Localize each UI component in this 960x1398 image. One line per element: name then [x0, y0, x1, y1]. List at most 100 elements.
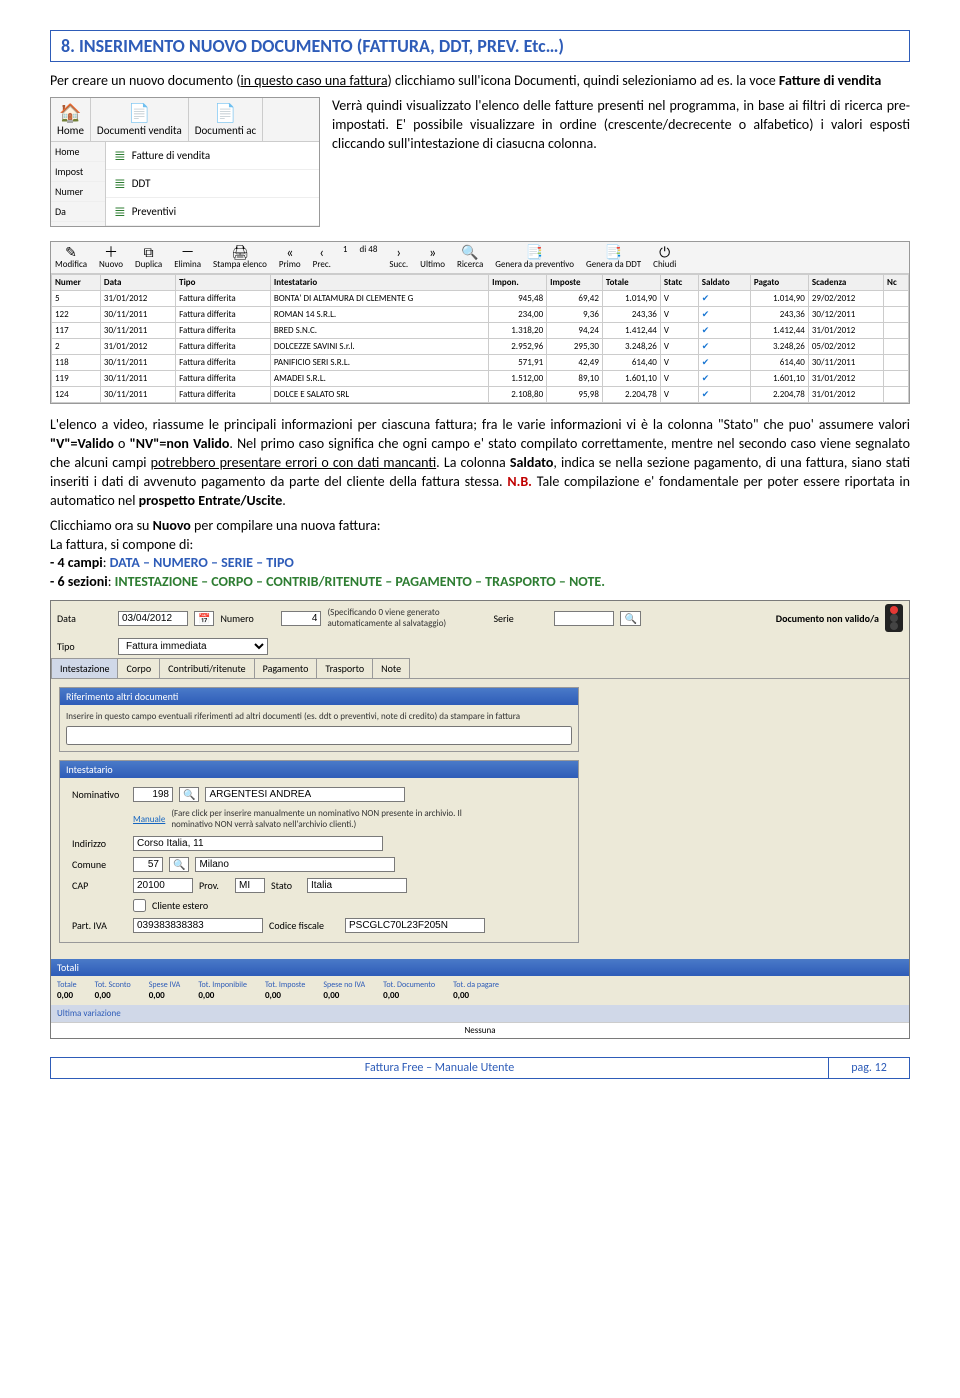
- btn-elimina[interactable]: －Elimina: [174, 245, 201, 270]
- input-nomname[interactable]: [205, 787, 405, 802]
- totali-col: Spese IVA0,00: [149, 980, 181, 1001]
- menu-item-ddt[interactable]: ≣DDT: [106, 170, 319, 198]
- input-nomcode[interactable]: [133, 787, 173, 802]
- table-row[interactable]: 12430/11/2011Fattura differitaDOLCE E SA…: [52, 387, 909, 403]
- btn-nuovo[interactable]: ＋Nuovo: [99, 245, 123, 270]
- tab-corpo[interactable]: Corpo: [117, 658, 160, 678]
- doc-out-icon: 📄: [128, 102, 150, 124]
- col-header[interactable]: Impon.: [489, 275, 547, 291]
- cell: 29/02/2012: [808, 291, 883, 307]
- paragraph-3: Clicchiamo ora su Nuovo per compilare un…: [50, 517, 910, 593]
- label: Duplica: [135, 259, 162, 270]
- table-row[interactable]: 231/01/2012Fattura differitaDOLCEZZE SAV…: [52, 339, 909, 355]
- checkbox-estero[interactable]: [133, 899, 146, 912]
- col-header[interactable]: Totale: [602, 275, 660, 291]
- link-manuale[interactable]: Manuale: [133, 814, 165, 825]
- menu-left-item[interactable]: Numer: [51, 182, 105, 202]
- col-header[interactable]: Numer: [52, 275, 101, 291]
- cell: 30/11/2011: [100, 307, 175, 323]
- calendar-icon[interactable]: 📅: [194, 611, 214, 626]
- text: Per creare un nuovo documento (: [50, 72, 240, 89]
- label: Chiudi: [653, 259, 676, 270]
- group-intestatario: Intestatario Nominativo 🔍 Manuale (Fare …: [59, 760, 579, 943]
- col-header[interactable]: Imposte: [547, 275, 603, 291]
- btn-genprev[interactable]: 📑Genera da preventivo: [495, 245, 574, 270]
- label: Ultimo: [420, 259, 445, 270]
- input-serie[interactable]: [554, 611, 614, 626]
- btn-prec[interactable]: ‹Prec.: [313, 245, 331, 270]
- btn-stampa[interactable]: 🖨Stampa elenco: [213, 245, 267, 270]
- table-row[interactable]: 531/01/2012Fattura differitaBONTA' DI AL…: [52, 291, 909, 307]
- table-row[interactable]: 11930/11/2011Fattura differitaAMADEI S.R…: [52, 371, 909, 387]
- cell: ✔: [698, 307, 750, 323]
- lookup-icon[interactable]: 🔍: [179, 787, 199, 802]
- input-comune[interactable]: [195, 857, 395, 872]
- menu-item-preventivi[interactable]: ≣Preventivi: [106, 198, 319, 226]
- table-row[interactable]: 12230/11/2011Fattura differitaROMAN 14 S…: [52, 307, 909, 323]
- cell: V: [660, 307, 698, 323]
- col-header[interactable]: Tipo: [176, 275, 271, 291]
- cell: Fattura differita: [176, 355, 271, 371]
- label: Prec.: [313, 259, 331, 270]
- input-data[interactable]: [118, 611, 188, 626]
- table-header-row[interactable]: NumerDataTipoIntestatarioImpon.ImposteTo…: [52, 275, 909, 291]
- lookup-icon[interactable]: 🔍: [169, 857, 189, 872]
- label: Succ.: [389, 259, 408, 270]
- page-num: 1: [343, 245, 348, 270]
- tab-pagamento[interactable]: Pagamento: [254, 658, 318, 678]
- table-row[interactable]: 11830/11/2011Fattura differitaPANIFICIO …: [52, 355, 909, 371]
- col-header[interactable]: Data: [100, 275, 175, 291]
- select-tipo[interactable]: Fattura immediata: [118, 638, 268, 655]
- table-row[interactable]: 11730/11/2011Fattura differitaBRED S.N.C…: [52, 323, 909, 339]
- label: Documenti ac: [195, 124, 256, 137]
- input-numero[interactable]: [281, 611, 321, 626]
- menu-docacq[interactable]: 📄Documenti ac: [189, 98, 263, 141]
- lookup-icon[interactable]: 🔍: [620, 611, 640, 626]
- doc-in-icon: 📄: [214, 102, 236, 124]
- menu-left-item[interactable]: Home: [51, 142, 105, 162]
- input-indirizzo[interactable]: [133, 836, 383, 851]
- menu-item-fatture[interactable]: ≣Fatture di vendita: [106, 142, 319, 170]
- col-header[interactable]: Nc: [884, 275, 909, 291]
- btn-succ[interactable]: ›Succ.: [389, 245, 408, 270]
- menu-home[interactable]: 🏠Home: [51, 98, 91, 141]
- label: Preventivi: [132, 205, 176, 218]
- btn-genddt[interactable]: 📑Genera da DDT: [586, 245, 641, 270]
- input-prov[interactable]: [235, 878, 265, 893]
- col-header[interactable]: Statc: [660, 275, 698, 291]
- cell: V: [660, 323, 698, 339]
- cell: 614,40: [602, 355, 660, 371]
- label: 1: [343, 244, 348, 255]
- text-bold: - 6 sezioni: [50, 573, 108, 590]
- minus-icon: －: [174, 245, 201, 260]
- menu-docvendita[interactable]: 📄Documenti vendita: [91, 98, 189, 141]
- btn-modifica[interactable]: ✎Modifica: [55, 245, 87, 270]
- input-riferimento[interactable]: [66, 726, 572, 745]
- menu-left-item[interactable]: Da: [51, 202, 105, 222]
- totali-label: Spese IVA: [149, 980, 181, 990]
- tab-trasporto[interactable]: Trasporto: [316, 658, 373, 678]
- tab-intestazione[interactable]: Intestazione: [51, 658, 118, 678]
- col-header[interactable]: Saldato: [698, 275, 750, 291]
- menu-left-item[interactable]: Impost: [51, 162, 105, 182]
- text-nb: N.B.: [507, 473, 532, 490]
- btn-primo[interactable]: «Primo: [279, 245, 301, 270]
- input-cf[interactable]: [345, 918, 485, 933]
- col-header[interactable]: Scadenza: [808, 275, 883, 291]
- input-stato[interactable]: [307, 878, 407, 893]
- btn-chiudi[interactable]: ⏻Chiudi: [653, 245, 676, 270]
- btn-ricerca[interactable]: 🔍Ricerca: [457, 245, 483, 270]
- label-prov: Prov.: [199, 879, 229, 892]
- input-piva[interactable]: [133, 918, 263, 933]
- input-comunecode[interactable]: [133, 857, 163, 872]
- btn-duplica[interactable]: ⧉Duplica: [135, 245, 162, 270]
- col-header[interactable]: Pagato: [750, 275, 808, 291]
- label-cap: CAP: [72, 879, 127, 892]
- totali-row: Totale0,00Tot. Sconto0,00Spese IVA0,00To…: [51, 976, 909, 1005]
- tab-note[interactable]: Note: [372, 658, 410, 678]
- cell: 1.601,10: [602, 371, 660, 387]
- tab-contrib[interactable]: Contributi/ritenute: [159, 658, 255, 678]
- btn-ultimo[interactable]: »Ultimo: [420, 245, 445, 270]
- col-header[interactable]: Intestatario: [270, 275, 488, 291]
- input-cap[interactable]: [133, 878, 193, 893]
